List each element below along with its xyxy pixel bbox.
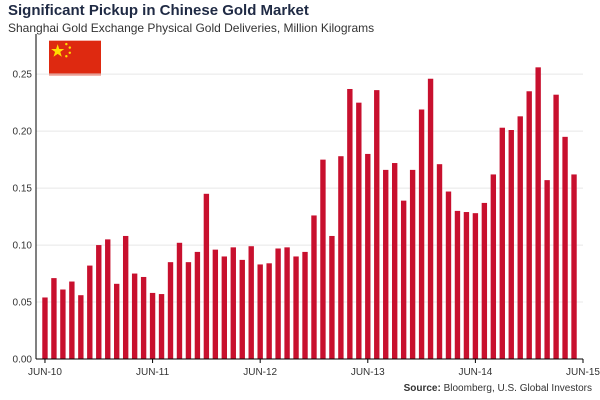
bar xyxy=(338,156,344,359)
bar xyxy=(158,294,165,359)
bar xyxy=(230,247,236,359)
bar xyxy=(248,246,254,359)
bar xyxy=(149,292,156,359)
bar xyxy=(418,109,425,359)
bar xyxy=(427,78,434,360)
bar xyxy=(356,102,362,359)
bar xyxy=(436,164,443,359)
x-tick-label: JUN-15 xyxy=(566,367,600,378)
bar xyxy=(203,193,210,359)
source-text: Bloomberg, U.S. Global Investors xyxy=(443,383,592,394)
y-tick-label: 0.25 xyxy=(13,70,33,81)
bar xyxy=(409,169,416,359)
bar xyxy=(275,248,281,359)
source-label: Source: xyxy=(403,383,441,394)
bar xyxy=(463,212,470,359)
bar xyxy=(212,249,219,359)
bar xyxy=(392,163,398,359)
bar xyxy=(553,94,559,359)
bar xyxy=(454,210,461,359)
bar xyxy=(544,180,550,359)
x-tick-label: JUN-11 xyxy=(136,367,170,378)
bar xyxy=(167,262,174,359)
x-tick-label: JUN-14 xyxy=(458,367,492,378)
bar xyxy=(311,215,317,359)
bar xyxy=(105,239,111,360)
bar xyxy=(185,262,192,359)
bar xyxy=(535,67,541,359)
bar xyxy=(374,90,380,359)
bar xyxy=(284,247,290,359)
bar xyxy=(69,281,75,359)
x-tick-label: JUN-10 xyxy=(28,367,62,378)
y-tick-label: 0.05 xyxy=(13,298,33,309)
bar xyxy=(562,136,568,359)
chart-title: Significant Pickup in Chinese Gold Marke… xyxy=(8,2,309,19)
bar xyxy=(472,213,479,359)
bar xyxy=(51,278,57,359)
bar xyxy=(239,259,245,359)
china-flag-icon xyxy=(49,40,101,76)
bar xyxy=(194,251,201,359)
bar xyxy=(571,174,577,359)
y-tick-label: 0.00 xyxy=(13,355,33,366)
source-note: Source: Bloomberg, U.S. Global Investors xyxy=(404,383,592,394)
bar xyxy=(42,297,48,359)
bar xyxy=(131,273,138,359)
bar xyxy=(302,251,308,359)
bar xyxy=(114,283,120,359)
bar xyxy=(517,116,523,359)
chart-subtitle: Shanghai Gold Exchange Physical Gold Del… xyxy=(8,21,375,35)
bar xyxy=(490,174,497,359)
bar xyxy=(499,127,505,359)
bar xyxy=(176,242,183,359)
bar xyxy=(257,264,263,359)
bar xyxy=(266,263,272,359)
bar xyxy=(508,130,514,359)
bar xyxy=(96,245,102,359)
x-tick-label: JUN-12 xyxy=(243,367,277,378)
x-tick-label: JUN-13 xyxy=(351,367,385,378)
bar xyxy=(329,235,335,359)
bar xyxy=(400,200,407,359)
bar xyxy=(481,202,488,359)
bar xyxy=(87,265,93,359)
bar xyxy=(78,295,84,359)
bar xyxy=(445,191,452,359)
bar xyxy=(60,289,66,359)
bar xyxy=(347,88,353,360)
bar xyxy=(293,256,299,359)
bar xyxy=(221,256,227,359)
y-tick-label: 0.15 xyxy=(13,184,33,195)
bar xyxy=(365,153,371,359)
bar xyxy=(320,159,326,359)
bar xyxy=(526,91,532,360)
bar xyxy=(383,169,389,359)
bar xyxy=(140,276,147,359)
bar xyxy=(122,235,129,359)
y-tick-label: 0.10 xyxy=(13,241,33,252)
y-tick-label: 0.20 xyxy=(13,127,33,138)
